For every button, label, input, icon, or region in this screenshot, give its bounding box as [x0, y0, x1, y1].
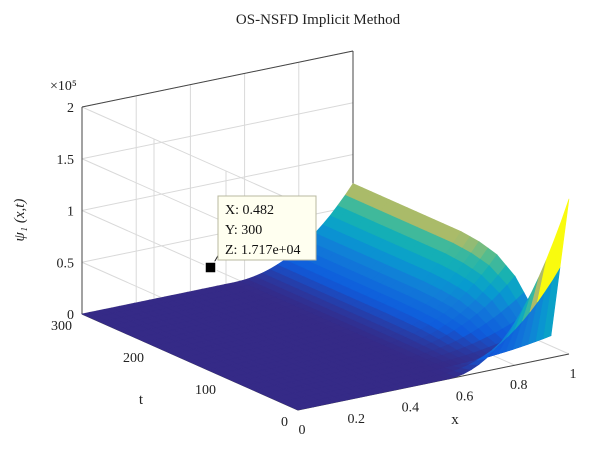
- x-tick-label: 0.6: [456, 389, 474, 404]
- datatip-z: Z: 1.717e+04: [225, 243, 301, 258]
- y-tick-label: 300: [51, 319, 72, 334]
- z-exponent-label: ×10⁵: [50, 79, 77, 94]
- y-tick-label: 0: [281, 415, 288, 430]
- back-wall-grid-z: [81, 154, 354, 211]
- x-tick-label: 1: [570, 367, 577, 382]
- z-tick-label: 1.5: [57, 153, 75, 168]
- surface[interactable]: [81, 183, 570, 411]
- x-tick-label: 0: [299, 423, 306, 438]
- datatip-box: [217, 195, 317, 261]
- x-tick-label: 0.8: [510, 378, 528, 393]
- y-tick-label: 100: [195, 383, 216, 398]
- side-wall-grid-z: [81, 106, 299, 204]
- x-tick-label: 0.2: [347, 412, 365, 427]
- datatip[interactable]: X: 0.482 Y: 300 Z: 1.717e+04: [204, 195, 317, 274]
- datatip-y: Y: 300: [225, 223, 262, 238]
- x-axis-label: x: [451, 412, 459, 428]
- y-axis-label: t: [139, 392, 144, 408]
- z-tick-label: 2: [67, 101, 74, 116]
- surface-facet: [552, 198, 570, 280]
- datatip-x: X: 0.482: [225, 203, 274, 218]
- y-tick-label: 200: [123, 351, 144, 366]
- x-tick-label: 0.4: [402, 401, 420, 416]
- z-tick-label: 0: [67, 308, 74, 323]
- z-tick-label: 1: [67, 205, 74, 220]
- axis-edge: [81, 50, 354, 108]
- z-tick-label: 0.5: [57, 256, 75, 271]
- z-axis-label: ψ₁ (x,t): [12, 199, 28, 242]
- back-wall-grid-z: [81, 102, 354, 160]
- datatip-marker[interactable]: [204, 261, 217, 274]
- chart-title: OS-NSFD Implicit Method: [236, 12, 401, 28]
